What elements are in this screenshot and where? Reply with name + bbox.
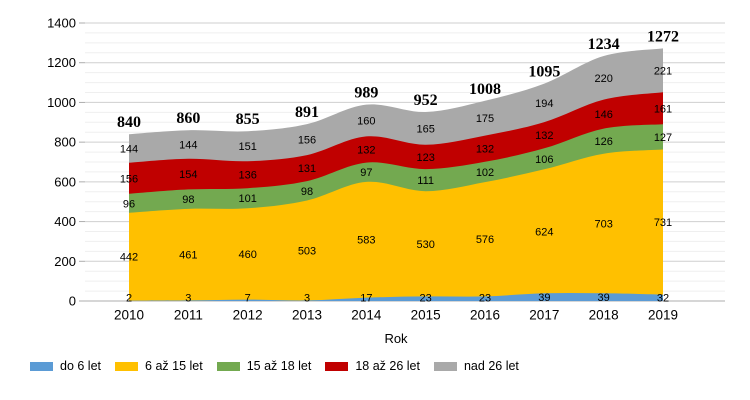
total-label: 840 [117,114,141,131]
value-label: 17 [360,293,372,305]
total-label: 952 [414,92,438,109]
value-label: 165 [416,123,434,135]
value-label: 123 [416,152,434,164]
x-axis-label: 2016 [470,308,500,323]
value-label: 106 [535,154,553,166]
value-label: 98 [182,194,194,206]
y-axis-label: 1400 [47,16,76,31]
value-label: 154 [179,169,197,181]
total-label: 989 [354,85,378,102]
x-axis-label: 2015 [411,308,441,323]
value-label: 111 [417,175,434,187]
value-label: 146 [594,109,612,121]
value-label: 7 [245,293,251,305]
value-label: 503 [298,245,316,257]
value-label: 151 [238,141,256,153]
x-axis-title: Rok [384,331,408,346]
total-label: 1272 [647,28,679,45]
value-label: 96 [123,198,135,210]
value-label: 126 [594,136,612,148]
value-label: 32 [657,293,669,305]
area-series-1 [129,149,663,301]
value-label: 576 [476,234,494,246]
legend-label: 15 až 18 let [246,359,312,373]
legend-item-0: do 6 let [30,359,101,373]
value-label: 161 [654,103,672,115]
total-label: 855 [236,111,260,128]
y-axis-label: 200 [54,254,76,269]
value-label: 39 [598,292,610,304]
total-label: 1008 [469,81,501,98]
value-label: 461 [179,250,197,262]
value-label: 221 [654,65,672,77]
legend-swatch-icon [30,361,53,371]
legend: do 6 let 6 až 15 let 15 až 18 let 18 až 26 … [30,359,519,373]
value-label: 101 [238,193,256,205]
value-label: 583 [357,235,375,247]
y-axis-label: 1000 [47,95,76,110]
value-label: 194 [535,98,553,110]
value-label: 703 [594,218,612,230]
area-series-0 [129,292,663,301]
y-axis-label: 400 [54,214,76,229]
legend-swatch-icon [433,361,457,371]
value-label: 131 [298,163,316,175]
legend-swatch-icon [216,361,240,371]
x-axis-label: 2010 [114,308,144,323]
y-axis-label: 600 [54,174,76,189]
value-label: 624 [535,226,553,238]
value-label: 98 [301,186,313,198]
legend-label: nad 26 let [463,359,519,373]
value-label: 156 [120,173,138,185]
legend-item-4: nad 26 let [433,359,519,373]
value-label: 39 [538,292,550,304]
value-label: 160 [357,115,375,127]
x-axis-label: 2017 [529,308,559,323]
legend-item-3: 18 až 26 let [325,359,420,373]
value-label: 220 [594,73,612,85]
value-label: 144 [120,143,138,155]
total-label: 860 [176,110,200,127]
value-label: 23 [479,293,491,305]
x-axis-label: 2011 [174,308,203,323]
value-label: 132 [357,144,375,156]
value-label: 442 [120,252,138,264]
legend-swatch-icon [325,361,349,371]
x-axis-label: 2013 [292,308,322,323]
total-label: 1095 [528,64,560,81]
legend-swatch-icon [115,361,139,371]
legend-item-2: 15 až 18 let [216,359,312,373]
value-label: 2 [126,293,132,305]
total-label: 891 [295,104,319,121]
value-label: 144 [179,140,197,152]
value-label: 132 [476,144,494,156]
value-label: 3 [185,293,191,305]
value-label: 132 [535,130,553,142]
legend-label: 18 až 26 let [355,359,420,373]
y-axis-label: 800 [54,135,76,150]
value-label: 460 [238,249,256,261]
legend-label: do 6 let [60,359,102,373]
value-label: 175 [476,113,494,125]
x-axis-label: 2018 [589,308,619,323]
legend-item-1: 6 až 15 let [115,359,203,373]
value-label: 530 [416,239,434,251]
legend-label: 6 až 15 let [145,359,203,373]
x-axis-label: 2014 [351,308,382,323]
x-axis-label: 2019 [648,308,678,323]
total-label: 1234 [588,36,620,53]
value-label: 136 [238,170,256,182]
value-label: 3 [304,293,310,305]
x-axis-label: 2012 [233,308,263,323]
value-label: 156 [298,135,316,147]
value-label: 23 [420,293,432,305]
value-label: 102 [476,167,494,179]
value-label: 127 [654,132,672,144]
y-axis-label: 1200 [47,55,76,70]
y-axis-label: 0 [69,294,76,309]
value-label: 731 [654,217,672,229]
value-label: 97 [360,167,372,179]
